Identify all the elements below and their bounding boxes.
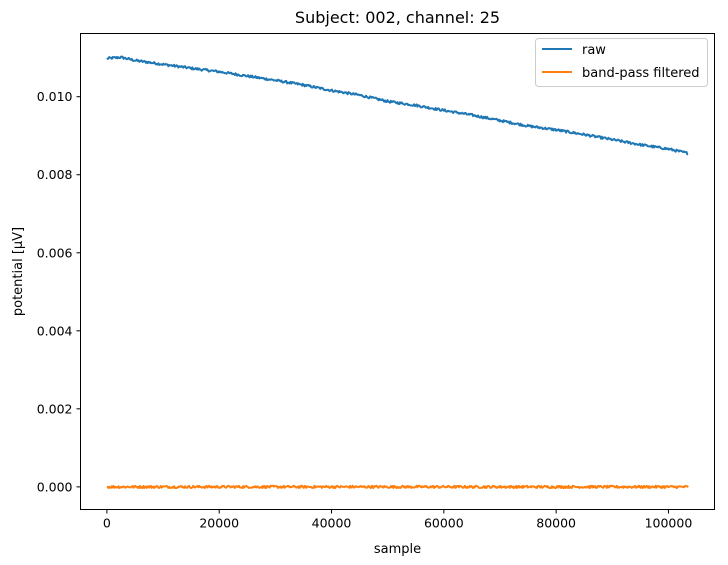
y-tick-label: 0.002 — [37, 401, 73, 416]
x-tick-label: 100000 — [645, 516, 693, 531]
legend-label-raw: raw — [582, 43, 606, 58]
x-tick-label: 80000 — [536, 516, 576, 531]
y-axis-label: potential [μV] — [11, 227, 26, 316]
legend: raw band-pass filtered — [535, 38, 708, 87]
axes-frame — [80, 33, 715, 510]
series-line-band-pass-filtered — [106, 484, 689, 490]
legend-label-band-pass-filtered: band-pass filtered — [582, 66, 700, 81]
legend-box — [535, 38, 708, 87]
x-tick-label: 40000 — [312, 516, 352, 531]
y-axis-ticks: 0.000 0.002 0.004 0.006 0.008 0.010 — [37, 89, 81, 494]
x-axis-ticks: 0 20000 40000 60000 80000 100000 — [103, 509, 693, 531]
series-line-raw — [106, 55, 689, 156]
plot-area — [106, 55, 689, 490]
y-tick-label: 0.004 — [37, 323, 73, 338]
x-tick-label: 20000 — [199, 516, 239, 531]
y-tick-label: 0.006 — [37, 245, 73, 260]
y-tick-label: 0.008 — [37, 167, 73, 182]
x-tick-label: 60000 — [424, 516, 464, 531]
y-tick-label: 0.010 — [37, 89, 73, 104]
x-tick-label: 0 — [103, 516, 111, 531]
chart-title: Subject: 002, channel: 25 — [295, 8, 500, 27]
y-tick-label: 0.000 — [37, 479, 73, 494]
x-axis-label: sample — [374, 542, 421, 557]
axes: 0 20000 40000 60000 80000 100000 0.0000.0020.… — [37, 33, 715, 531]
